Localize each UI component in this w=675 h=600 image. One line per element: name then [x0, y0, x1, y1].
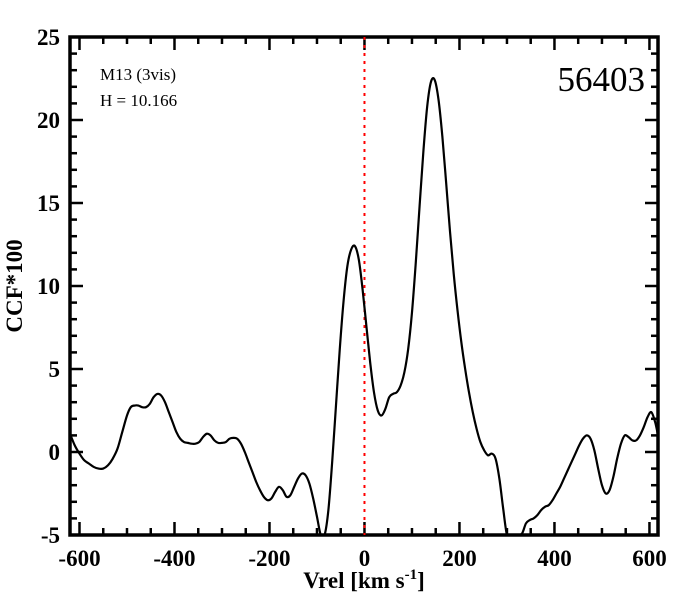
y-tick-label: 15	[37, 191, 60, 216]
magnitude-annotation: H = 10.166	[100, 91, 177, 110]
x-tick-label: 200	[442, 546, 477, 571]
x-tick-label: 600	[632, 546, 667, 571]
y-tick-label: 0	[49, 440, 61, 465]
y-tick-label: 25	[37, 25, 60, 50]
x-axis-tick-labels: -600 -400 -200 0 200 400 600	[58, 546, 666, 571]
x-tick-label: 400	[537, 546, 572, 571]
y-tick-label: 20	[37, 108, 60, 133]
target-annotation: M13 (3vis)	[100, 65, 176, 84]
ccf-data-line	[70, 77, 658, 535]
y-axis-tick-labels: -5 0 5 10 15 20 25	[37, 25, 60, 548]
epoch-label: 56403	[558, 60, 646, 99]
ccf-curve	[70, 77, 658, 535]
x-tick-label: -200	[248, 546, 290, 571]
y-axis-title: CCF*100	[2, 239, 27, 332]
y-tick-label: 5	[49, 357, 61, 382]
x-axis-ticks	[78, 37, 651, 535]
x-tick-label: 0	[359, 546, 371, 571]
y-tick-label: 10	[37, 274, 60, 299]
x-tick-label: -600	[58, 546, 100, 571]
x-tick-label: -400	[153, 546, 195, 571]
y-tick-label: -5	[41, 523, 60, 548]
x-axis-title: Vrel [km s-1]	[303, 567, 425, 593]
